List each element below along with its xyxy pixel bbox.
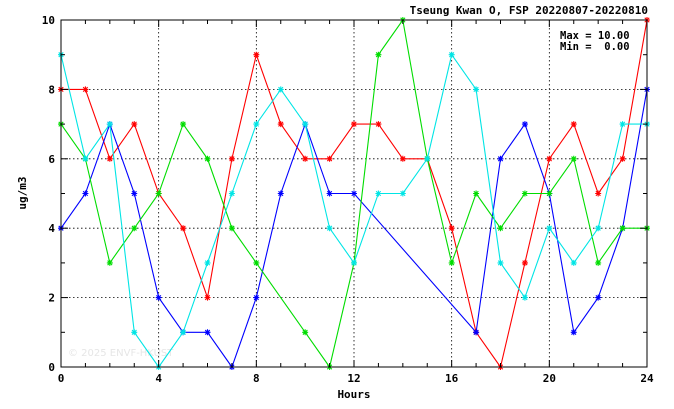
- data-point: [302, 329, 309, 336]
- data-point: [521, 259, 528, 266]
- data-point: [131, 121, 138, 128]
- data-point: [546, 190, 553, 197]
- data-point: [326, 155, 333, 162]
- data-point: [326, 190, 333, 197]
- watermark: © 2025 ENVF-HKUST: [68, 348, 174, 359]
- data-point: [399, 190, 406, 197]
- data-point: [595, 225, 602, 232]
- data-point: [228, 225, 235, 232]
- data-point: [253, 51, 260, 58]
- data-point: [302, 121, 309, 128]
- data-point: [375, 121, 382, 128]
- data-point: [619, 155, 626, 162]
- data-point: [277, 121, 284, 128]
- data-point: [277, 190, 284, 197]
- data-point: [155, 190, 162, 197]
- data-point: [521, 190, 528, 197]
- data-point: [595, 259, 602, 266]
- data-point: [204, 294, 211, 301]
- x-axis-title: Hours: [337, 388, 370, 401]
- data-point: [82, 155, 89, 162]
- data-point: [619, 225, 626, 232]
- data-point: [570, 155, 577, 162]
- x-tick-label: 4: [155, 372, 162, 385]
- data-point: [375, 51, 382, 58]
- data-point: [448, 51, 455, 58]
- data-point: [448, 225, 455, 232]
- y-tick-label: 2: [48, 292, 55, 305]
- data-point: [546, 225, 553, 232]
- data-point: [131, 329, 138, 336]
- data-point: [180, 329, 187, 336]
- data-point: [228, 155, 235, 162]
- stats-max: Max = 10.00: [560, 30, 630, 42]
- data-point: [546, 155, 553, 162]
- x-tick-label: 12: [347, 372, 360, 385]
- data-point: [521, 121, 528, 128]
- data-point: [473, 329, 480, 336]
- x-tick-label: 8: [253, 372, 260, 385]
- data-point: [253, 121, 260, 128]
- chart-title: Tseung Kwan O, FSP 20220807-20220810: [410, 4, 648, 17]
- data-point: [399, 155, 406, 162]
- data-point: [82, 86, 89, 93]
- data-point: [155, 294, 162, 301]
- data-point: [497, 259, 504, 266]
- data-point: [204, 259, 211, 266]
- data-point: [351, 190, 357, 197]
- data-point: [521, 294, 528, 301]
- data-point: [253, 294, 260, 301]
- data-point: [424, 155, 431, 162]
- y-axis-title: ug/m3: [16, 176, 29, 209]
- data-point: [473, 86, 480, 93]
- x-tick-label: 20: [543, 372, 556, 385]
- data-point: [473, 190, 480, 197]
- data-point: [619, 121, 626, 128]
- watermark-layer: © 2025 ENVF-HKUST: [68, 348, 174, 359]
- data-point: [351, 121, 357, 128]
- data-point: [253, 259, 260, 266]
- y-tick-label: 6: [48, 153, 55, 166]
- data-point: [351, 259, 357, 266]
- data-point: [326, 225, 333, 232]
- data-point: [277, 86, 284, 93]
- data-point: [180, 121, 187, 128]
- x-tick-label: 16: [445, 372, 459, 385]
- data-point: [131, 225, 138, 232]
- data-point: [204, 329, 211, 336]
- data-point: [106, 155, 113, 162]
- data-point: [595, 190, 602, 197]
- y-tick-label: 4: [48, 222, 55, 235]
- data-point: [302, 155, 309, 162]
- y-tick-label: 10: [42, 14, 55, 27]
- y-tick-label: 8: [48, 83, 55, 96]
- data-point: [570, 259, 577, 266]
- data-point: [82, 190, 89, 197]
- x-tick-label: 0: [58, 372, 65, 385]
- data-point: [497, 225, 504, 232]
- data-point: [497, 155, 504, 162]
- data-point: [228, 190, 235, 197]
- data-point: [204, 155, 211, 162]
- data-point: [570, 329, 577, 336]
- x-tick-label: 24: [640, 372, 654, 385]
- data-point: [375, 190, 382, 197]
- tick-marks: [60, 19, 648, 368]
- data-point: [570, 121, 577, 128]
- data-point: [131, 190, 138, 197]
- data-point: [106, 259, 113, 266]
- data-point: [595, 294, 602, 301]
- data-point: [106, 121, 113, 128]
- stats-min: Min = 0.00: [560, 41, 630, 53]
- data-point: [448, 259, 455, 266]
- data-point: [180, 225, 187, 232]
- series-line: [60, 18, 647, 369]
- y-tick-label: 0: [48, 361, 55, 374]
